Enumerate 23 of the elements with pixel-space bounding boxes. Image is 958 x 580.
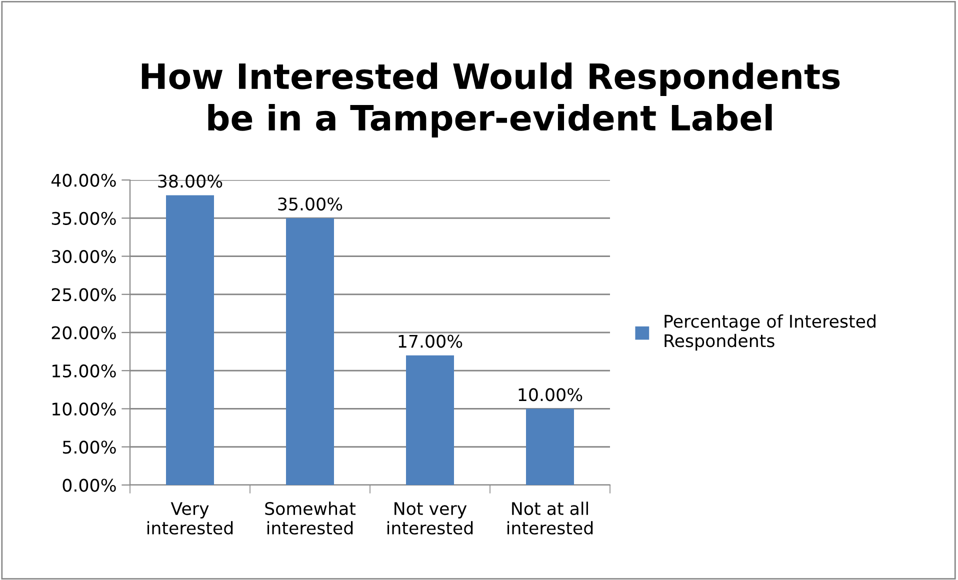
x-tick-label: Very interested [147, 502, 233, 535]
y-tick-label: 5.00% [62, 440, 116, 454]
data-label: 35.00% [278, 197, 342, 211]
y-tick-label: 20.00% [52, 326, 116, 340]
chart-title: How Interested Would Respondents be in a Tamper-evident Label [142, 62, 840, 138]
data-label: 10.00% [518, 388, 582, 402]
bar [406, 355, 454, 485]
y-tick-label: 35.00% [52, 212, 116, 225]
y-tick-label: 40.00% [51, 174, 116, 187]
bar [526, 408, 574, 485]
y-tick-label: 25.00% [52, 288, 116, 302]
data-label: 17.00% [398, 334, 462, 348]
y-tick-label: 15.00% [52, 364, 116, 378]
x-tick-label: Somewhat interested [265, 502, 356, 535]
y-tick-label: 30.00% [52, 250, 116, 264]
x-tick-label: Not very interested [387, 502, 473, 535]
data-label: 38.00% [158, 174, 222, 188]
y-tick-label: 10.00% [52, 402, 116, 416]
x-tick-label: Not at all interested [507, 502, 593, 535]
bar [286, 218, 334, 485]
legend-label: Percentage of Interested Respondents [664, 314, 876, 351]
bar [166, 195, 214, 485]
y-tick-label: 0.00% [62, 478, 116, 492]
